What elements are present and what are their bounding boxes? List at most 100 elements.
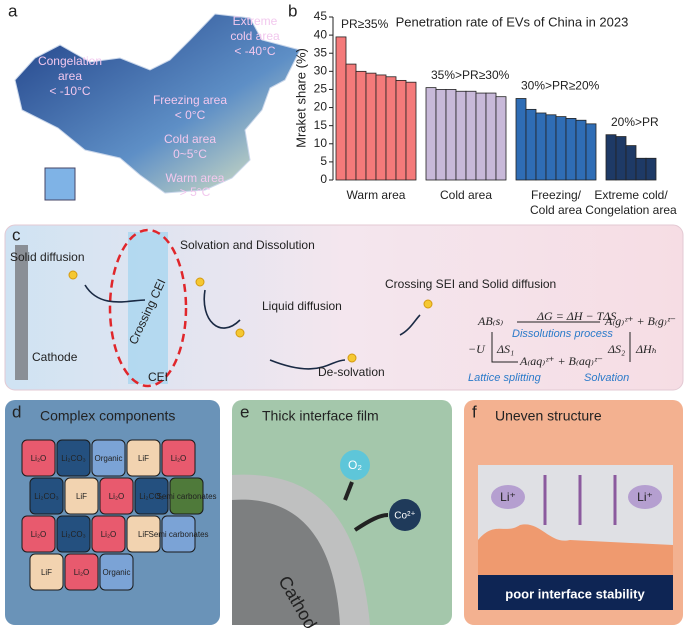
substrate: [478, 575, 673, 610]
component-label: Organic: [94, 454, 122, 463]
component-label: Semi carbonates: [156, 492, 216, 501]
bar: [555, 116, 567, 181]
component: [91, 515, 126, 553]
map-label: < -10°C: [49, 84, 90, 98]
group-threshold: 20%>PR: [611, 115, 659, 129]
component-label: Li₂O: [109, 492, 125, 501]
map-label: < 0°C: [175, 108, 206, 122]
bar: [405, 81, 417, 181]
group-label: Cold area: [440, 188, 492, 202]
bar: [385, 76, 397, 181]
component-label: LiF: [138, 454, 149, 463]
bar: [365, 72, 377, 181]
cei-layer: [128, 232, 168, 384]
component-label: LiF: [41, 568, 52, 577]
group-threshold: 30%>PR≥20%: [521, 79, 600, 93]
group-label: Freezing/: [531, 188, 582, 202]
component-label: Li₂O: [74, 568, 90, 577]
y-tick-label: 10: [314, 136, 328, 150]
y-tick-label: 35: [314, 45, 328, 59]
map-label: cold area: [230, 29, 280, 43]
bar: [635, 157, 647, 181]
label: Liquid diffusion: [262, 299, 342, 313]
component: [169, 477, 204, 515]
bar: [355, 70, 367, 181]
component: [126, 515, 161, 553]
component-label: Li₂CO₃: [61, 530, 86, 539]
group-label: Congelation area: [585, 203, 677, 217]
component-label: LiF: [76, 492, 87, 501]
bar: [515, 98, 527, 181]
arrows: [343, 481, 389, 532]
diffusion-path: [84, 284, 421, 370]
bar: [335, 36, 347, 181]
component: [126, 439, 161, 477]
cei-ellipse: [108, 228, 188, 388]
cathode-plate: [15, 245, 28, 380]
panel-label: b: [288, 1, 297, 20]
component-label: Li₂CO₃: [61, 454, 86, 463]
component: [21, 515, 56, 553]
bar: [495, 96, 507, 181]
panel-label: e: [240, 402, 249, 421]
component: [99, 477, 134, 515]
y-tick-label: 30: [314, 64, 328, 78]
component-label: Li₂O: [171, 454, 187, 463]
component: [161, 515, 196, 553]
bar: [375, 74, 387, 181]
bar: [465, 90, 477, 181]
bar: [565, 118, 577, 181]
bar: [585, 123, 597, 181]
map-label: area: [58, 69, 82, 83]
group-threshold: 35%>PR≥30%: [431, 68, 510, 82]
cathode-body: [232, 499, 340, 625]
bar: [345, 63, 357, 181]
bar: [435, 89, 447, 181]
annotation: Solvation: [584, 372, 629, 384]
bar: [525, 108, 537, 181]
component: [29, 477, 64, 515]
component: [64, 553, 99, 591]
panel-title: Complex components: [40, 408, 175, 424]
component: [134, 477, 169, 515]
label: Cathode: [32, 350, 78, 364]
china-map: [14, 13, 301, 194]
component: [56, 515, 91, 553]
map-label: Freezing area: [153, 93, 227, 107]
label: Li⁺: [637, 490, 653, 504]
component: [161, 439, 196, 477]
bar: [445, 89, 457, 181]
bar: [485, 92, 497, 181]
group-threshold: PR≥35%: [341, 17, 389, 31]
equation: −U: [468, 342, 486, 356]
equation: A₍g₎ᶻ⁺ + B₍g₎ᶻ⁻: [604, 314, 676, 328]
map-label: Extreme: [233, 14, 278, 28]
component-label: Li₂O: [31, 454, 47, 463]
label: Li⁺: [500, 490, 516, 504]
li-ion: [628, 485, 662, 509]
equation: ΔG = ΔH − TΔS: [536, 309, 616, 323]
label: Co²⁺: [394, 511, 415, 522]
label: CEI: [148, 370, 168, 384]
component-label: Semi carbonates: [148, 530, 208, 539]
bar-chart: 0 5 10 15 20 25 30 35 40 45 PR≥35% Warm area 35%>PR≥…: [314, 9, 677, 217]
banner: poor interface stability: [505, 586, 645, 601]
ions: [68, 270, 433, 363]
y-tick-label: 40: [314, 27, 328, 41]
cycle-lines: [491, 332, 631, 363]
panel-label: f: [472, 402, 477, 421]
chart-title: Penetration rate of EVs of China in 2023: [396, 14, 629, 29]
component-label: Li₂O: [31, 530, 47, 539]
annotation: Dissolutions process: [512, 328, 613, 340]
map-label: Cold area: [164, 132, 216, 146]
bar: [455, 90, 467, 181]
component: [99, 553, 134, 591]
field-arrows: [543, 475, 617, 525]
map-labels: Extreme cold area < -40°C Congelation ar…: [38, 14, 280, 199]
bar: [605, 134, 617, 181]
panel-title: Uneven structure: [495, 408, 602, 424]
y-tick-label: 20: [314, 100, 328, 114]
component: [91, 439, 126, 477]
bar: [645, 157, 657, 181]
